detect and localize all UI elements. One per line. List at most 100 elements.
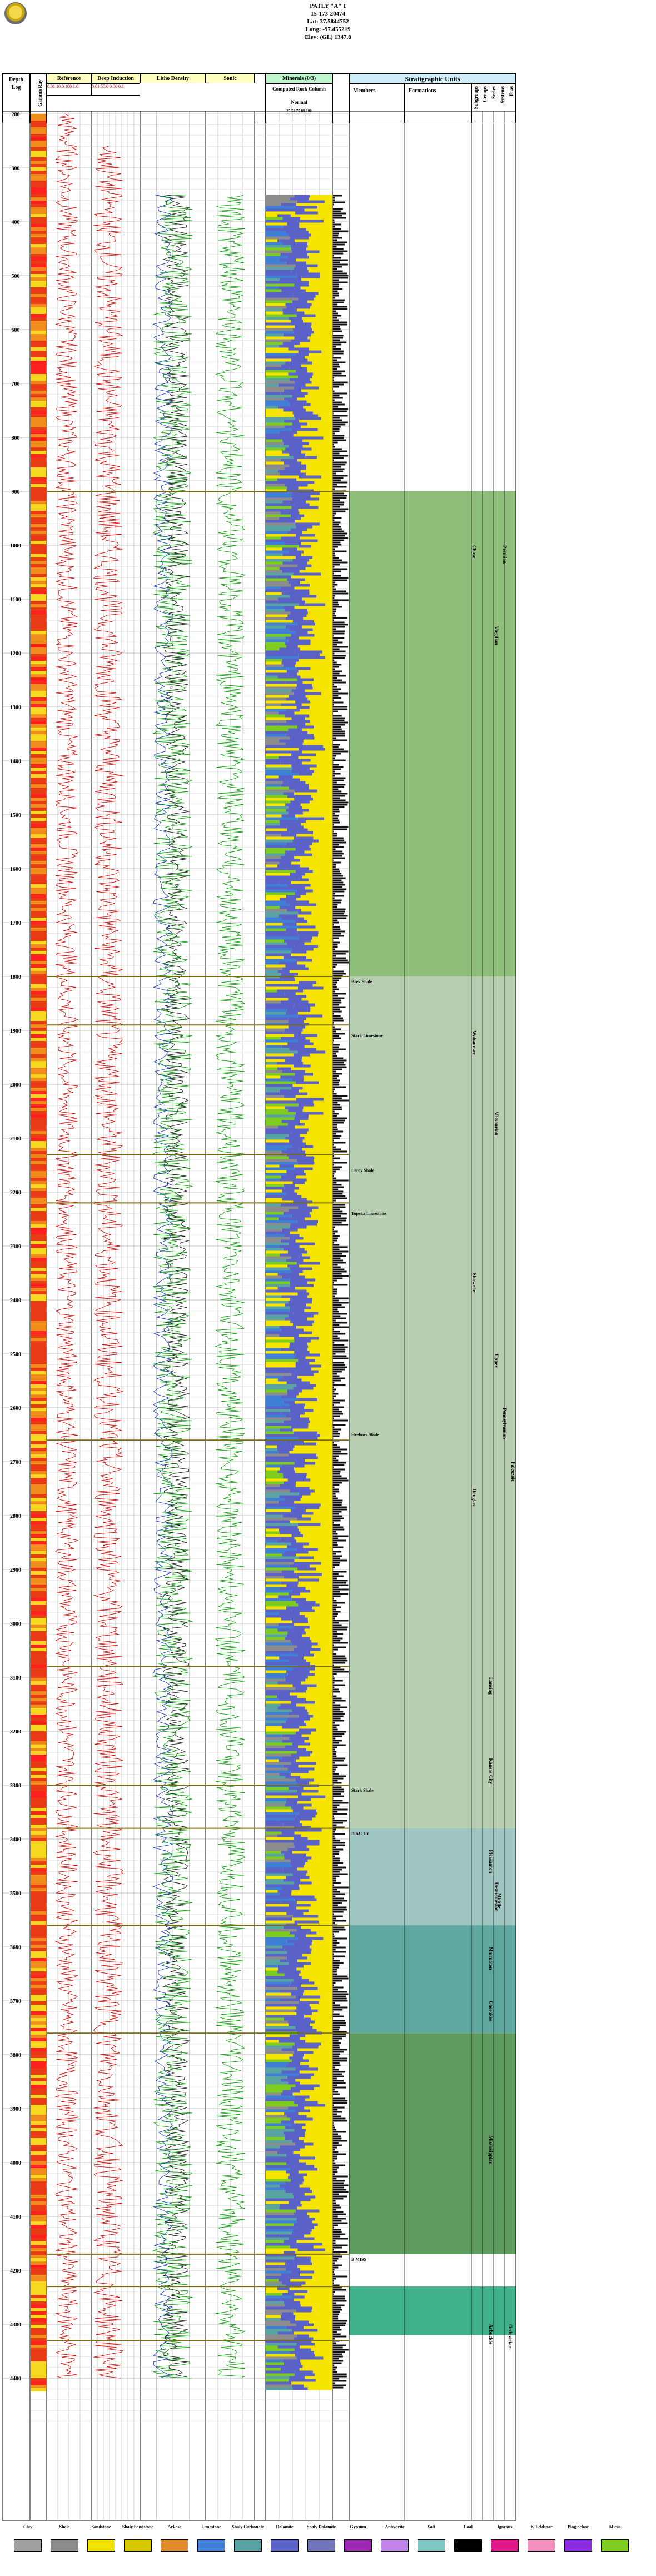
rock-cell: [280, 2368, 300, 2371]
rock-cell: [266, 1904, 290, 1907]
rock-cell: [302, 1056, 332, 1059]
porosity-bar: [333, 586, 335, 588]
gamma-ray-cell: [31, 161, 46, 164]
rock-cell: [266, 411, 293, 415]
rock-cell: [309, 347, 332, 351]
gamma-ray-cell: [31, 2078, 46, 2081]
rock-cell: [266, 1909, 294, 1912]
rock-cell: [282, 570, 300, 573]
porosity-bar: [333, 2366, 337, 2369]
rock-cell: [266, 1795, 299, 1798]
rock-cell: [282, 2359, 301, 2363]
rock-cell: [292, 2054, 305, 2057]
gamma-ray-cell: [31, 2211, 46, 2215]
rock-cell: [286, 1192, 297, 1195]
rock-cell: [282, 1228, 298, 1232]
rock-cell: [266, 778, 285, 781]
rock-cell: [318, 2045, 332, 2049]
group-label: Mississippian: [488, 2136, 494, 2165]
gamma-ray-cell: [31, 1318, 46, 1321]
rock-cell: [307, 1317, 332, 1321]
gamma-ray-cell: [31, 1191, 46, 1194]
rock-cell: [291, 1762, 316, 1765]
porosity-bar: [333, 704, 334, 706]
rock-cell: [266, 1273, 278, 1276]
porosity-bar: [333, 2033, 346, 2035]
porosity-bar: [333, 819, 340, 821]
porosity-bar: [333, 2195, 347, 2198]
porosity-bar: [333, 1297, 349, 1299]
rock-cell: [266, 1929, 297, 1932]
porosity-bar: [333, 2386, 344, 2389]
porosity-bar: [333, 1384, 346, 1386]
porosity-bar: [333, 873, 342, 875]
porosity-bar: [333, 248, 344, 250]
rock-cell: [266, 2054, 293, 2057]
rock-cell: [310, 1339, 332, 1343]
rock-cell: [266, 206, 295, 209]
porosity-bar: [333, 1304, 342, 1306]
gamma-ray-cell: [31, 584, 46, 587]
gamma-ray-cell: [31, 2188, 46, 2191]
rock-cell: [308, 1712, 332, 1715]
porosity-bar: [333, 444, 334, 446]
rock-cell: [266, 250, 292, 253]
porosity-bar: [333, 2106, 345, 2109]
rock-cell: [304, 1078, 332, 1082]
gamma-ray-cell: [31, 1638, 46, 1641]
rock-cell: [266, 2245, 290, 2249]
rock-cell: [312, 2190, 332, 2193]
rock-cell: [322, 1014, 332, 1018]
rock-cell: [266, 2156, 292, 2160]
rock-cell: [266, 436, 299, 440]
porosity-bar: [333, 1462, 346, 1464]
rock-cell: [293, 1053, 310, 1057]
porosity-bar: [333, 1539, 346, 1542]
rock-cell: [266, 2165, 294, 2168]
rock-cell: [286, 2170, 299, 2174]
rock-cell: [266, 2045, 292, 2049]
rock-cell: [282, 923, 297, 926]
rock-cell: [266, 383, 279, 387]
porosity-bar: [333, 1815, 334, 1817]
rock-cell: [289, 2034, 306, 2037]
rock-cell: [312, 686, 332, 690]
rock-cell: [305, 689, 332, 692]
rock-cell: [310, 1945, 332, 1949]
porosity-bar: [333, 1504, 342, 1506]
porosity-bar: [333, 526, 341, 528]
rock-cell: [266, 1278, 290, 1282]
rock-cell: [300, 1970, 332, 1974]
porosity-bar: [333, 252, 344, 255]
rock-cell: [309, 503, 332, 506]
rock-cell: [298, 670, 332, 673]
rock-cell: [266, 1545, 287, 1548]
gamma-ray-cell: [31, 2208, 46, 2211]
porosity-bar: [333, 437, 344, 439]
rock-cell: [284, 509, 299, 512]
gamma-ray-cell: [31, 557, 46, 561]
rock-cell: [278, 2148, 300, 2151]
rock-cell: [266, 397, 284, 401]
rock-cell: [266, 2126, 285, 2129]
rock-cell: [287, 2106, 305, 2110]
rock-cell: [286, 909, 302, 912]
gamma-ray-cell: [31, 901, 46, 904]
rock-cell: [282, 439, 303, 442]
rock-cell: [266, 2117, 290, 2121]
rock-cell: [308, 1000, 332, 1004]
gamma-ray-cell: [31, 341, 46, 344]
rock-cell: [266, 2159, 282, 2163]
rock-cell: [293, 692, 321, 695]
rock-cell: [308, 1345, 332, 1348]
porosity-bar: [333, 1210, 343, 1213]
porosity-bar: [333, 219, 335, 221]
porosity-bar: [333, 2077, 337, 2080]
gamma-ray-cell: [31, 1821, 46, 1825]
rock-cell: [295, 1167, 313, 1170]
rock-cell: [317, 1398, 332, 1401]
rock-cell: [282, 1195, 302, 1198]
gamma-ray-cell: [31, 1068, 46, 1071]
rock-cell: [307, 1092, 332, 1095]
gamma-ray-cell: [31, 758, 46, 761]
